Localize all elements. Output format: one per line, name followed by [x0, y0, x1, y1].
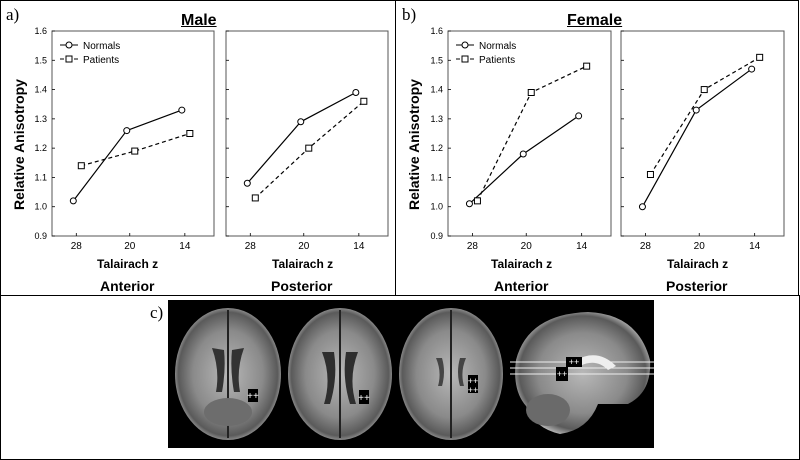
- plot-2-ytick-label-0: 0.9: [430, 231, 443, 241]
- plot-0-legend-marker-1: [65, 55, 73, 63]
- plot-0-xtick-label-0: 28: [71, 241, 83, 252]
- plot-0-ytick-label-6: 1.5: [34, 55, 47, 65]
- plot-0-ytick-label-2: 1.1: [34, 172, 47, 182]
- plot-2-series-1-point-2: [583, 62, 591, 70]
- plot-1-xtick-label-0: 28: [245, 241, 257, 252]
- female-posterior-region: Posterior: [666, 278, 728, 294]
- plot-1-series-1-point-2: [360, 97, 368, 105]
- plot-0-legend-label-0: Normals: [83, 41, 120, 52]
- plot-2-series-0-point-0: [465, 200, 473, 208]
- sagittal-slice: ++ ++: [510, 312, 654, 434]
- male-posterior-xlabel: Talairach z: [272, 257, 334, 271]
- plot-2-legend-marker-0: [461, 41, 469, 49]
- plot-0-ytick-label-0: 0.9: [34, 231, 47, 241]
- plot-3-xtick-label-1: 20: [694, 241, 706, 252]
- plot-2-series-0-point-1: [519, 150, 527, 158]
- male-posterior-region: Posterior: [271, 278, 333, 294]
- plot-2-ytick-label-2: 1.1: [430, 172, 443, 182]
- svg-text:++: ++: [557, 369, 568, 379]
- svg-text:++: ++: [468, 385, 479, 395]
- plot-2-xtick-label-2: 14: [576, 241, 588, 252]
- plot-2-ytick-label-4: 1.3: [430, 114, 443, 124]
- plot-3-series-1-point-2: [756, 53, 764, 61]
- plot-2-ytick-label-1: 1.0: [430, 202, 443, 212]
- panel-c-letter: c): [150, 303, 164, 322]
- plot-1-series-0-point-1: [297, 118, 305, 126]
- plot-0-series-1-point-1: [131, 147, 139, 155]
- plot-0-ytick-label-5: 1.4: [34, 85, 47, 95]
- svg-text:++: ++: [569, 357, 580, 367]
- female-anterior-region: Anterior: [494, 278, 549, 294]
- plot-2-ytick-label-7: 1.6: [430, 26, 443, 36]
- female-anterior-xlabel: Talairach z: [491, 257, 553, 271]
- plot-2-xtick-label-1: 20: [521, 241, 533, 252]
- plot-0-legend-marker-0: [65, 41, 73, 49]
- plot-1-xtick-label-1: 20: [298, 241, 310, 252]
- plot-1-series-0-point-0: [243, 179, 251, 187]
- male-title: Male: [181, 12, 217, 29]
- plot-3-frame: [620, 30, 785, 237]
- chart-svg: 0.9 1.0 1.1 1.2 1.3 1.4 1.5 1.6 28 20 14 Normals Pat…: [34, 26, 785, 252]
- plot-0-series-1-point-2: [186, 130, 194, 137]
- male-anterior-region: Anterior: [100, 278, 155, 294]
- plot-1-xtick-label-2: 14: [353, 241, 365, 252]
- brain-mri-strip: ++ ++ ++ ++: [168, 300, 654, 448]
- plot-2-legend-label-1: Patients: [479, 55, 515, 66]
- plot-3-series-0-point-2: [748, 65, 756, 73]
- plot-2-series-1-point-1: [527, 89, 535, 96]
- plot-0-legend-label-1: Patients: [83, 55, 119, 66]
- plot-0-ytick-label-1: 1.0: [34, 202, 47, 212]
- plot-0-series-0-point-1: [123, 127, 131, 135]
- plot-0-series-1-point-0: [77, 162, 85, 170]
- panel-a-letter: a): [6, 5, 20, 24]
- plot-3-series-1-point-1: [700, 86, 708, 94]
- plot-0-ytick-label-3: 1.2: [34, 143, 47, 153]
- male-anterior-xlabel: Talairach z: [97, 257, 159, 271]
- panel-b-letter: b): [402, 5, 417, 24]
- plot-2-ytick-label-3: 1.2: [430, 143, 443, 153]
- plot-3-xtick-label-2: 14: [749, 241, 761, 252]
- plot-1-series-1-point-0: [251, 194, 259, 202]
- plot-3-xtick-label-0: 28: [640, 241, 652, 252]
- plot-0-series-0-point-0: [69, 197, 77, 205]
- plot-1-series-1-point-1: [305, 144, 313, 152]
- plot-2-series-0-point-2: [575, 112, 583, 120]
- plot-0-ytick-label-7: 1.6: [34, 26, 47, 36]
- plot-0-xtick-label-1: 20: [124, 241, 136, 252]
- plot-2-xtick-label-0: 28: [467, 241, 479, 252]
- female-title: Female: [567, 12, 623, 29]
- plot-0-xtick-label-2: 14: [179, 241, 191, 252]
- plot-2-legend-label-0: Normals: [479, 41, 516, 52]
- plot-0-series-1-line: [81, 132, 191, 167]
- svg-text:++: ++: [468, 376, 479, 386]
- plot-0-series-0-point-2: [178, 106, 186, 114]
- plot-3-series-1-point-0: [646, 171, 654, 178]
- axial-slice-3: ++ ++: [399, 308, 503, 440]
- plot-2-ytick-label-5: 1.4: [430, 85, 443, 95]
- plot-2-ytick-label-6: 1.5: [430, 55, 443, 65]
- svg-text:++: ++: [247, 391, 259, 402]
- female-posterior-xlabel: Talairach z: [667, 257, 729, 271]
- svg-text:++: ++: [358, 393, 370, 404]
- plot-1-frame: [225, 30, 389, 237]
- axial-slice-1: ++: [175, 308, 281, 440]
- axial-slice-2: ++: [288, 308, 392, 440]
- plot-3-series-0-point-0: [638, 203, 646, 211]
- plot-1-series-0-point-2: [352, 89, 360, 96]
- plot-0-ytick-label-4: 1.3: [34, 114, 47, 124]
- plot-3-series-0-point-1: [692, 106, 700, 114]
- plot-2-series-1-point-0: [473, 197, 481, 205]
- plot-2-legend-marker-1: [461, 55, 469, 63]
